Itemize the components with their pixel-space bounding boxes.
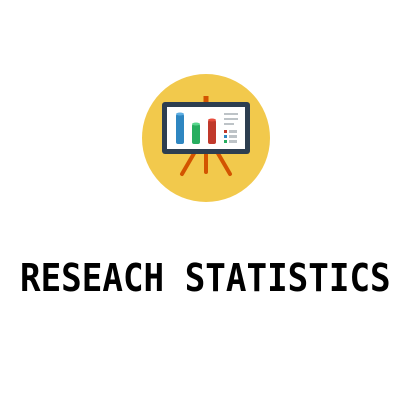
bar-3 (208, 120, 216, 144)
bar-chart (176, 112, 216, 144)
page-title: RESEACH STATISTICS (20, 256, 391, 300)
bar-1 (176, 114, 184, 144)
logo (140, 72, 272, 204)
easel-peg (203, 96, 209, 104)
legend (224, 130, 237, 143)
presentation-board-chart-icon (142, 74, 270, 202)
text-lines (224, 113, 238, 125)
bar-2 (192, 124, 200, 144)
